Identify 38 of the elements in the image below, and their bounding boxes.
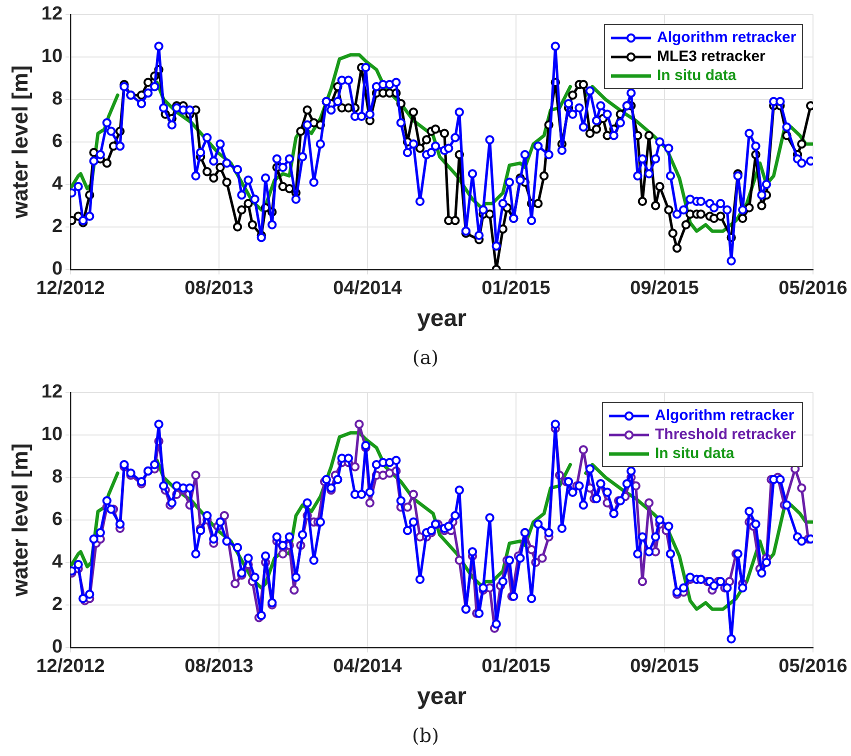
- y-tick-label: 10: [41, 424, 63, 446]
- x-tick-label: 12/2012: [36, 656, 105, 678]
- legend-label: Algorithm retracker: [657, 29, 796, 46]
- x-tick-label: 09/2015: [630, 278, 700, 300]
- y-tick-label: 12: [41, 382, 63, 403]
- x-axis-title: year: [417, 683, 466, 710]
- y-tick-label: 10: [41, 46, 63, 68]
- legend-label: MLE3 retracker: [657, 48, 766, 66]
- x-tick-label: 09/2015: [630, 656, 700, 678]
- text: (a): [411, 346, 440, 371]
- y-tick-label: 6: [52, 131, 63, 152]
- x-tick-label: 05/2016: [778, 656, 848, 678]
- x-tick-label: 01/2015: [482, 278, 551, 300]
- x-tick-label: 05/2016: [778, 278, 848, 300]
- y-tick-label: 8: [52, 88, 63, 110]
- y-tick-label: 2: [52, 216, 63, 238]
- y-tick-label: 6: [52, 509, 63, 530]
- y-tick-label: 2: [52, 594, 63, 616]
- x-axis-title: year: [417, 305, 466, 332]
- legend-label: Threshold retracker: [655, 426, 796, 444]
- x-tick-label: 04/2014: [333, 656, 402, 678]
- y-tick-label: 0: [52, 258, 63, 280]
- y-tick-label: 4: [52, 552, 63, 573]
- x-tick-label: 04/2014: [333, 278, 402, 300]
- legend-label: In situ data: [655, 445, 734, 462]
- x-tick-label: 01/2015: [482, 656, 551, 678]
- x-tick-label: 08/2013: [184, 656, 254, 678]
- y-tick-label: 4: [52, 174, 63, 195]
- x-tick-label: 12/2012: [36, 278, 105, 300]
- x-tick-label: 08/2013: [184, 278, 254, 300]
- legend-label: In situ data: [657, 67, 736, 84]
- text: (b): [411, 724, 440, 749]
- y-tick-label: 12: [41, 4, 63, 25]
- y-axis-title: water level [m]: [7, 443, 32, 598]
- y-tick-label: 8: [52, 466, 63, 488]
- y-tick-label: 0: [52, 636, 63, 658]
- legend-label: Algorithm retracker: [655, 407, 794, 424]
- y-axis-title: water level [m]: [7, 65, 32, 220]
